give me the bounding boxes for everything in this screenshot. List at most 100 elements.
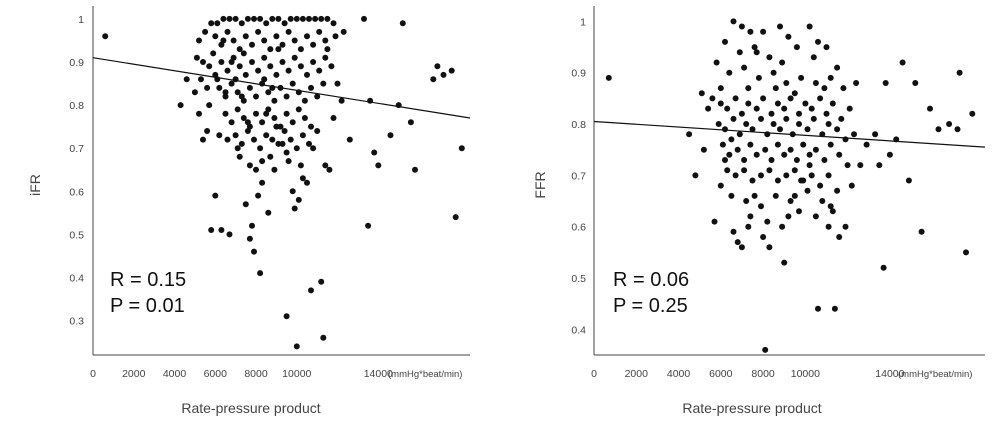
ffr-scatter-panel: 0 2000 4000 6000 8000 10000 14000 0.4 0.5 0.6 0.7 0… <box>532 6 986 416</box>
ifr-data-point <box>216 84 223 91</box>
ffr-data-point <box>722 157 728 163</box>
ffr-data-point <box>768 157 775 163</box>
ffr-data-point <box>772 85 779 92</box>
ifr-data-point <box>249 41 255 48</box>
ifr-y-tick-label: 0.3 <box>69 316 84 328</box>
ffr-y-tick-label: 0.5 <box>571 273 586 285</box>
ifr-r-value: R = 0.15 <box>110 269 186 291</box>
ffr-data-point <box>827 141 834 148</box>
ifr-data-point <box>259 179 266 186</box>
ifr-data-point <box>224 136 231 143</box>
ifr-data-point <box>275 15 282 22</box>
ifr-data-point <box>267 153 274 160</box>
ifr-x-unit-label: (mmHg*beat/min) <box>388 369 462 380</box>
ffr-data-point <box>760 95 767 102</box>
ffr-data-point <box>749 177 756 184</box>
ffr-data-point <box>821 85 828 92</box>
ifr-data-point <box>236 63 243 70</box>
ifr-data-point <box>267 63 274 70</box>
ffr-data-point <box>787 95 794 102</box>
ffr-data-point <box>806 23 813 30</box>
ifr-data-point <box>249 59 255 65</box>
ifr-data-point <box>304 33 310 40</box>
ffr-data-point <box>853 80 860 86</box>
ffr-data-point <box>753 151 760 158</box>
ifr-data-point <box>230 37 237 44</box>
ifr-data-point <box>434 63 441 70</box>
ifr-data-point <box>304 71 310 78</box>
ffr-data-point <box>766 54 773 61</box>
ifr-data-point <box>238 140 245 147</box>
ffr-data-point <box>787 198 794 204</box>
ifr-data-point <box>226 15 233 22</box>
ifr-data-point <box>214 20 221 27</box>
ifr-y-tick-label: 1 <box>78 14 84 26</box>
ifr-data-point <box>324 46 331 53</box>
ifr-data-point <box>334 80 341 87</box>
ffr-y-tick-label: 0.7 <box>571 170 586 182</box>
ffr-data-point <box>734 239 741 246</box>
ifr-data-point <box>285 67 292 74</box>
ifr-data-point <box>322 162 329 169</box>
ifr-data-point <box>196 37 202 44</box>
ffr-data-point <box>834 64 841 71</box>
ifr-data-point <box>310 145 317 152</box>
ifr-data-point <box>316 28 323 35</box>
ifr-data-point <box>326 166 333 173</box>
ffr-x-tick-label: 10000 <box>791 368 820 380</box>
ifr-data-point <box>261 54 268 61</box>
ifr-data-point <box>330 20 337 27</box>
ffr-data-point <box>882 80 889 86</box>
ifr-data-point <box>183 76 190 83</box>
ffr-data-point <box>736 49 743 56</box>
ifr-data-point <box>218 41 225 48</box>
ifr-data-point <box>206 63 213 70</box>
ffr-x-tick-label: 0 <box>591 368 597 380</box>
ffr-data-point <box>779 59 786 66</box>
ifr-data-point <box>259 119 266 126</box>
ffr-data-point <box>876 162 883 169</box>
ifr-data-point <box>285 158 292 165</box>
ifr-data-point <box>216 132 223 139</box>
ffr-data-point <box>779 223 786 230</box>
ffr-data-point <box>766 167 773 174</box>
ffr-data-point <box>768 110 775 117</box>
ffr-data-point <box>806 162 813 169</box>
ffr-data-point <box>804 187 811 194</box>
ifr-data-point <box>236 153 243 160</box>
ifr-data-point <box>261 76 268 83</box>
ifr-data-point <box>261 37 268 44</box>
ifr-y-tick-label: 0.9 <box>69 57 84 69</box>
ifr-data-point <box>295 196 302 203</box>
ffr-data-point <box>827 203 834 210</box>
ifr-y-tick-label: 0.4 <box>69 272 84 284</box>
ifr-data-point <box>322 54 329 61</box>
ffr-data-point <box>711 218 718 225</box>
ifr-y-tick-label: 0.5 <box>69 229 84 241</box>
ifr-data-point <box>271 97 278 104</box>
ifr-data-point <box>224 28 231 35</box>
ffr-data-point <box>741 64 748 71</box>
ffr-data-point <box>717 85 724 92</box>
ifr-data-point <box>448 67 455 74</box>
ffr-y-axis-label: FFR <box>532 171 548 198</box>
ffr-data-point <box>758 203 764 210</box>
ifr-data-point <box>271 115 278 121</box>
ifr-data-point <box>275 46 282 53</box>
ffr-data-point <box>806 151 813 158</box>
ifr-data-point <box>361 15 367 22</box>
ffr-data-point <box>781 151 788 158</box>
ifr-data-point <box>346 136 353 143</box>
ifr-data-point <box>289 188 296 195</box>
ffr-data-point <box>743 198 750 204</box>
ffr-data-point <box>836 151 843 158</box>
ifr-data-point <box>267 46 274 53</box>
ffr-data-point <box>728 136 735 143</box>
ifr-scatter-panel: 0 2000 4000 6000 8000 10000 14000 0.3 0.4 0.5 0.6 0… <box>27 6 471 416</box>
ifr-data-point <box>242 33 249 40</box>
ifr-data-point <box>200 136 206 143</box>
ffr-data-point <box>810 115 817 122</box>
ffr-data-point <box>715 121 722 127</box>
ifr-data-point <box>257 145 264 152</box>
ifr-data-point <box>281 128 288 134</box>
